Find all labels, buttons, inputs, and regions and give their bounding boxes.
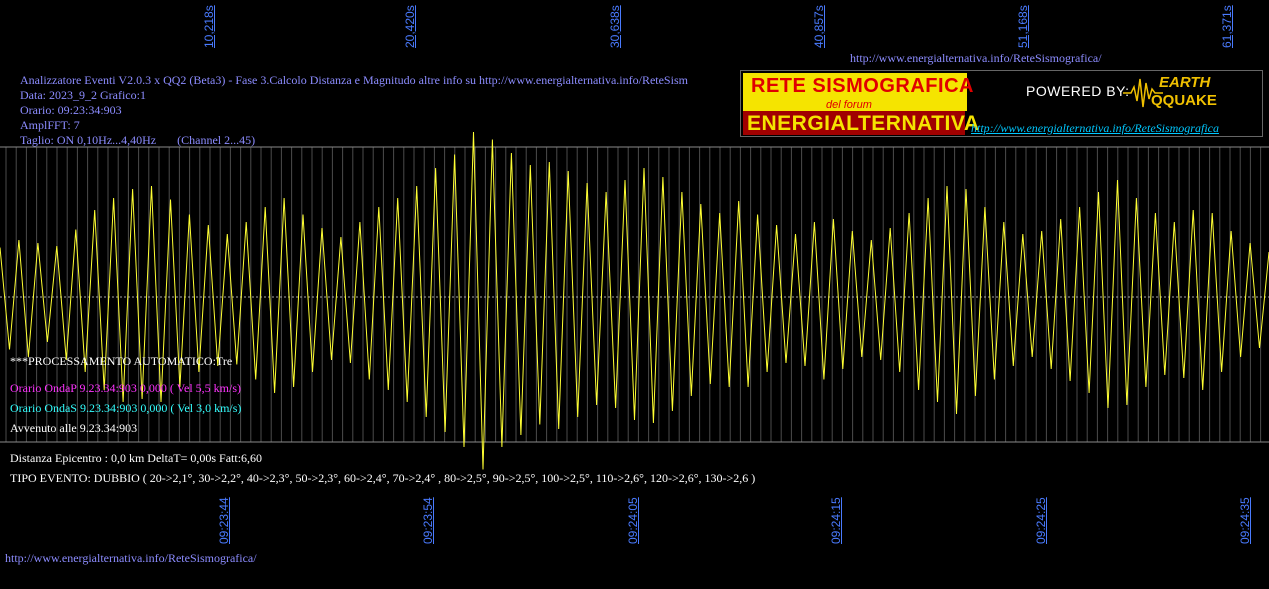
header-filter: Taglio: ON 0,10Hz...4,40Hz (Channel 2...… — [20, 133, 256, 147]
seismograph-wave-icon — [1123, 78, 1163, 108]
rete-sismografica-logo[interactable]: RETE SISMOGRAFICA del forum ENERGIALTERN… — [740, 70, 1263, 137]
logo-yellow-band — [743, 73, 967, 111]
top-tick-6: 61,371s — [1220, 5, 1234, 48]
logo-brand-qquake: QQUAKE — [1151, 92, 1217, 109]
logo-title-1: RETE SISMOGRAFICA — [751, 75, 974, 97]
logo-url[interactable]: http://www.energialternativa.info/ReteSi… — [971, 121, 1219, 135]
event-type: TIPO EVENTO: DUBBIO ( 20->2,1°, 30->2,2°… — [10, 471, 756, 485]
p-wave-time: Orario OndaP 9.23.34:903 0,000 ( Vel 5,5… — [10, 381, 241, 395]
top-tick-1: 10,218s — [202, 5, 216, 48]
top-tick-2: 20,420s — [403, 5, 417, 48]
header-date: Data: 2023_9_2 Grafico:1 — [20, 88, 146, 102]
logo-title-2: ENERGIALTERNATIVA — [747, 112, 980, 135]
seismic-signal-line — [0, 131, 1269, 470]
s-wave-time: Orario OndaS 9.23.34:903 0,000 ( Vel 3,0… — [10, 401, 242, 415]
top-url[interactable]: http://www.energialternativa.info/ReteSi… — [850, 51, 1102, 65]
bottom-tick-2: 09:23:54 — [421, 497, 435, 544]
logo-subtitle: del forum — [826, 99, 872, 111]
logo-powered-by: POWERED BY: — [1026, 83, 1130, 99]
top-tick-4: 40,857s — [812, 5, 826, 48]
logo-brand-earth: EARTH — [1159, 74, 1211, 91]
bottom-tick-6: 09:24:35 — [1238, 497, 1252, 544]
top-tick-3: 30,638s — [608, 5, 622, 48]
processing-title: ***PROCESSAMENTO AUTOMATICO:Tre — [10, 354, 233, 368]
epicenter-distance: Distanza Epicentro : 0,0 km DeltaT= 0,00… — [10, 451, 263, 465]
bottom-tick-5: 09:24:25 — [1034, 497, 1048, 544]
header-amplfft: AmplFFT: 7 — [20, 118, 80, 132]
header-time: Orario: 09:23:34:903 — [20, 103, 122, 117]
bottom-tick-1: 09:23:44 — [217, 497, 231, 544]
bottom-tick-4: 09:24:15 — [829, 497, 843, 544]
top-tick-5: 51,168s — [1016, 5, 1030, 48]
event-occurred-time: Avvenuto alle 9.23.34:903 — [10, 421, 138, 435]
logo-red-band — [743, 111, 965, 135]
bottom-url[interactable]: http://www.energialternativa.info/ReteSi… — [5, 551, 257, 565]
plot-grid — [5, 147, 1262, 442]
bottom-tick-3: 09:24:05 — [626, 497, 640, 544]
header-title: Analizzatore Eventi V2.0.3 x QQ2 (Beta3)… — [20, 73, 688, 87]
